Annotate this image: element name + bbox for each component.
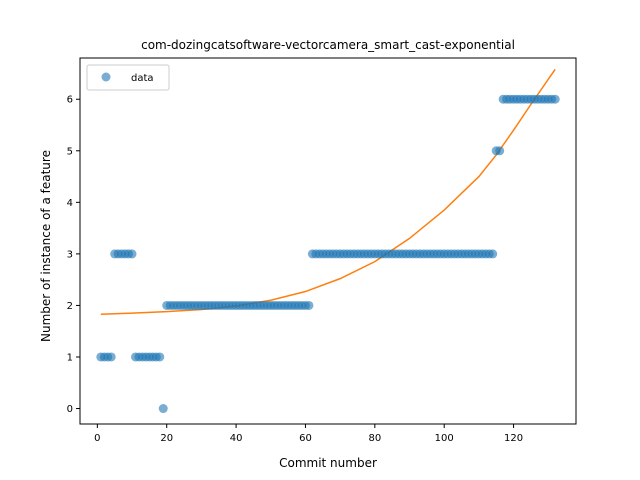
data-point	[127, 249, 137, 259]
axes	[79, 57, 577, 425]
data-point	[550, 94, 560, 104]
x-ticks: 0 20 40 60 80 100 120	[94, 424, 523, 444]
x-tick-label: 0	[94, 433, 100, 444]
x-tick-label: 120	[504, 433, 523, 444]
legend-box	[86, 64, 170, 91]
x-tick-label: 80	[368, 433, 381, 444]
y-axis-label: Number of instance of a feature	[39, 150, 53, 342]
y-tick-label: 4	[67, 198, 73, 209]
y-tick-label: 2	[67, 301, 73, 312]
plot-frame	[79, 57, 577, 425]
data-point	[158, 404, 168, 414]
data-point	[155, 352, 165, 362]
chart-title: com-dozingcatsoftware-vectorcamera_smart…	[141, 38, 515, 52]
data-point	[304, 300, 314, 310]
data-point	[488, 249, 498, 259]
fit-line-layer	[100, 68, 556, 315]
data-points-layer	[96, 94, 560, 414]
x-tick-label: 100	[435, 433, 454, 444]
data-point	[495, 146, 505, 156]
y-tick-label: 0	[67, 404, 73, 415]
x-tick-label: 20	[160, 433, 173, 444]
y-tick-label: 3	[67, 249, 73, 260]
legend-marker	[101, 72, 111, 82]
legend: data	[86, 64, 170, 91]
data-point	[106, 352, 116, 362]
legend-label-data: data	[131, 73, 154, 84]
y-tick-label: 6	[67, 95, 73, 106]
fit-line	[100, 68, 556, 315]
y-tick-label: 1	[67, 352, 73, 363]
y-ticks: 0 1 2 3 4 5 6	[67, 95, 80, 415]
x-axis-label: Commit number	[279, 456, 377, 470]
x-tick-label: 40	[230, 433, 243, 444]
y-tick-label: 5	[67, 146, 73, 157]
x-tick-label: 60	[299, 433, 312, 444]
